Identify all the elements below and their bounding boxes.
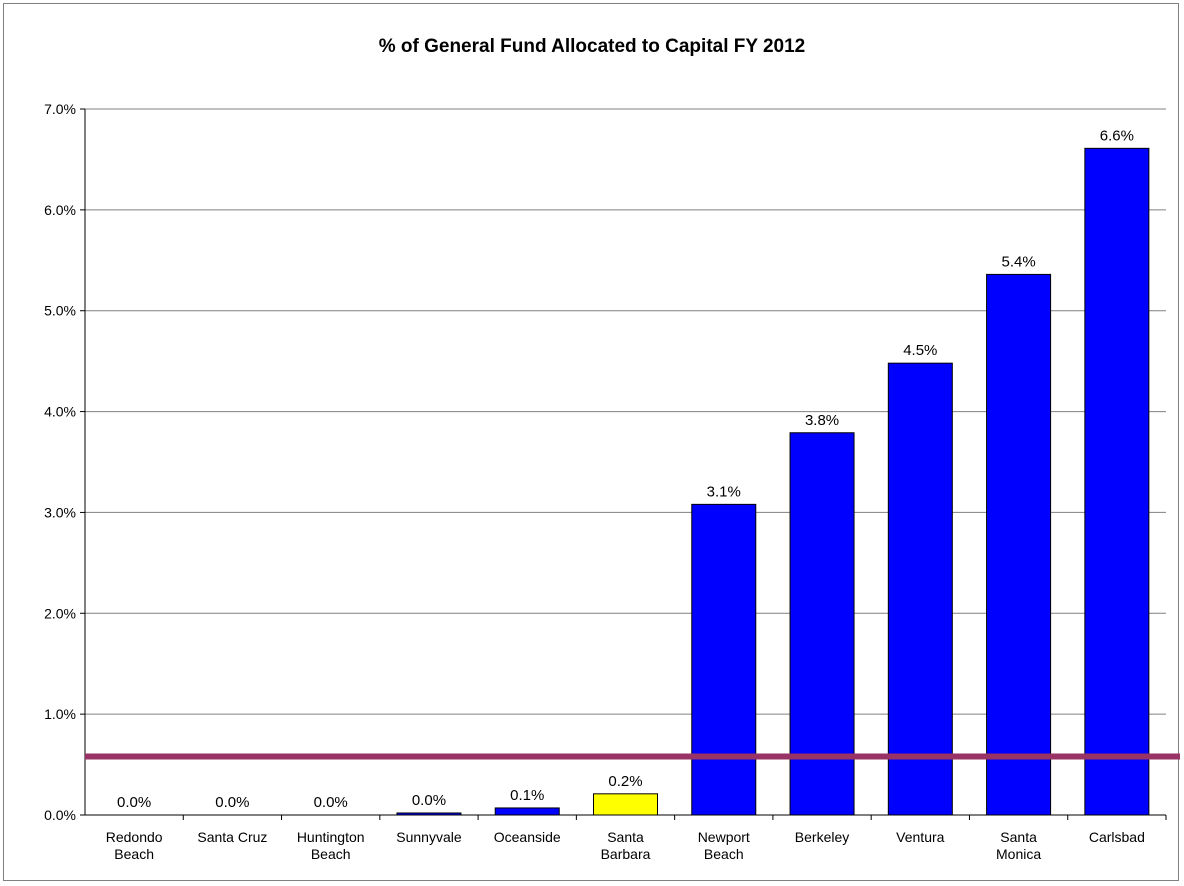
x-category-label: Monica [996,846,1041,862]
bar [1084,147,1150,816]
data-label: 3.1% [707,483,741,500]
chart-title: % of General Fund Allocated to Capital F… [378,36,806,57]
x-category-label: Redondo [106,829,163,845]
y-tick-label: 4.0% [44,404,76,420]
data-label: 0.0% [314,794,348,811]
data-label: 0.0% [117,794,151,811]
x-category-label: Santa [1000,829,1037,845]
x-category-label: Barbara [601,846,651,862]
x-category-label: Beach [114,846,154,862]
bar [396,812,462,816]
y-tick-label: 3.0% [44,504,76,520]
bar [986,273,1052,816]
bar [789,432,855,816]
bar [887,362,953,816]
y-tick-label: 7.0% [44,101,76,117]
x-category-label: Beach [311,846,351,862]
bar [494,807,560,816]
x-category-label: Ventura [896,829,944,845]
x-category-label: Huntington [297,829,365,845]
data-label: 3.8% [805,412,839,429]
x-category-label: Sunnyvale [396,829,462,845]
data-label: 4.5% [903,342,937,359]
y-tick-label: 0.0% [44,807,76,823]
x-category-label: Carlsbad [1089,829,1145,845]
data-label: 0.2% [608,773,642,790]
y-tick-label: 1.0% [44,706,76,722]
x-category-label: Beach [704,846,744,862]
data-label: 0.0% [215,794,249,811]
x-category-label: Santa [607,829,644,845]
y-tick-label: 2.0% [44,605,76,621]
chart-frame [3,3,1179,881]
x-category-label: Berkeley [795,829,849,845]
data-label: 0.1% [510,787,544,804]
data-label: 6.6% [1100,127,1134,144]
x-category-label: Santa Cruz [197,829,267,845]
bar [593,793,658,816]
y-tick-label: 6.0% [44,202,76,218]
data-label: 5.4% [1001,253,1035,270]
x-category-label: Newport [698,829,750,845]
data-label: 0.0% [412,792,446,809]
x-category-label: Oceanside [494,829,561,845]
y-tick-label: 5.0% [44,303,76,319]
bar [691,503,757,816]
